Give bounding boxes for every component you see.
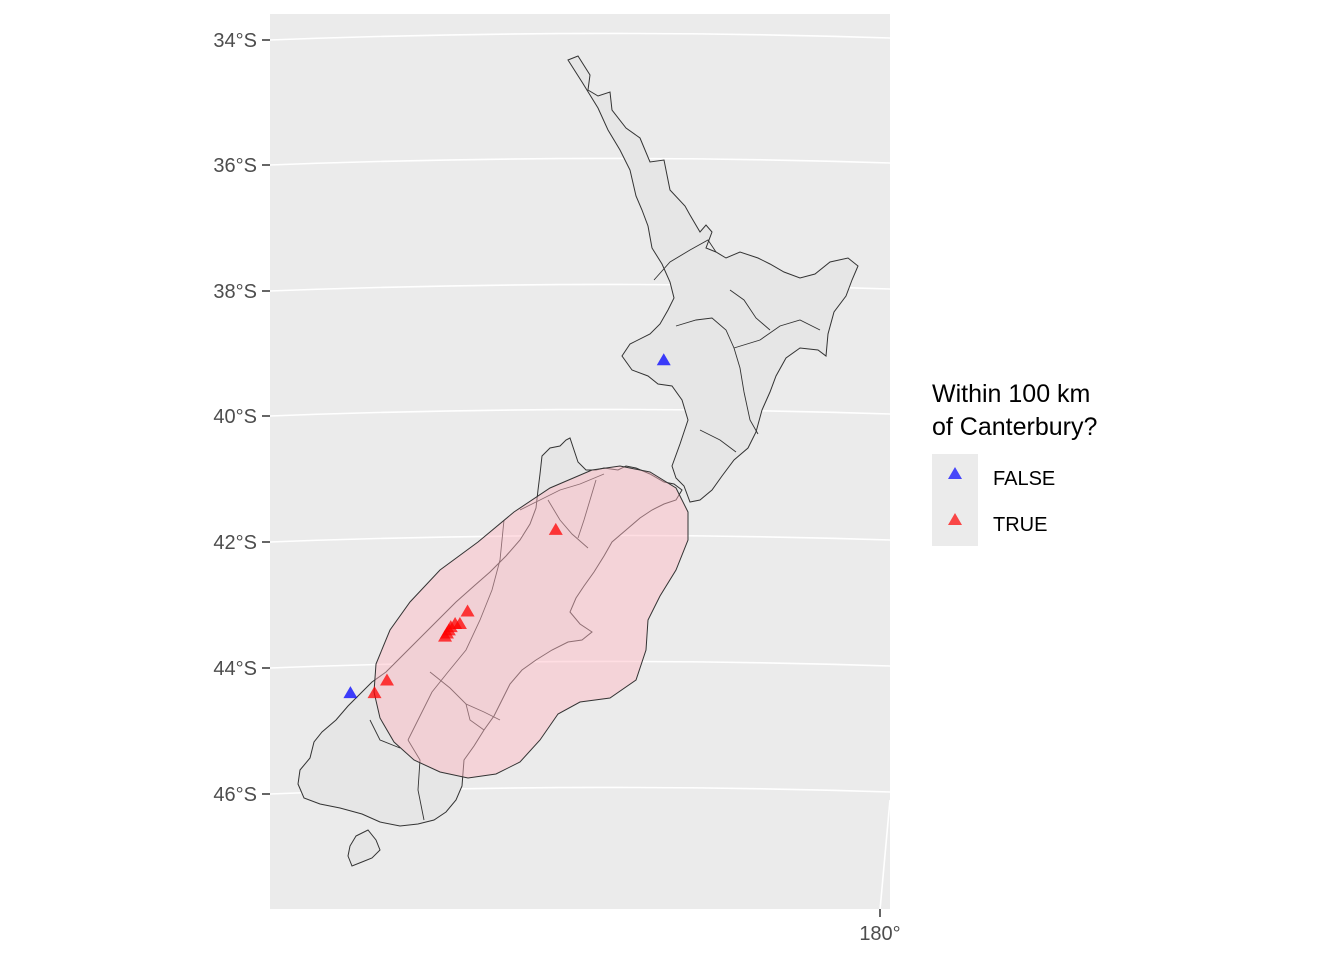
legend-title-line2: of Canterbury?: [932, 413, 1097, 441]
gridline-40s: [269, 408, 891, 417]
canterbury-buffer-zone: [373, 465, 689, 779]
y-tick-label: 38°S: [213, 281, 257, 303]
points-true-layer: [367, 522, 563, 699]
point-marker-true: [548, 522, 563, 535]
point-marker-true: [367, 686, 382, 699]
point-marker-false: [343, 686, 358, 699]
boundary-south-7: [407, 739, 425, 821]
x-tick-label: 180°: [859, 923, 900, 945]
y-tick-44s: 44°S: [213, 658, 270, 680]
y-tick-36s: 36°S: [213, 155, 270, 177]
legend-item-true: TRUE: [948, 513, 1047, 536]
legend-key-true-triangle: [948, 513, 962, 525]
y-tick-label: 46°S: [213, 784, 257, 806]
boundary-south-8: [369, 719, 401, 749]
boundary-south-1: [519, 473, 605, 511]
legend-label-false: FALSE: [993, 468, 1055, 490]
y-tick-label: 36°S: [213, 155, 257, 177]
y-tick-42s: 42°S: [213, 532, 270, 554]
gridline-36s: [269, 157, 891, 166]
y-tick-label: 44°S: [213, 658, 257, 680]
points-false-layer: [343, 353, 671, 699]
boundary-south-3: [577, 479, 597, 539]
boundary-north-1: [653, 239, 717, 281]
boundary-south-4: [407, 519, 505, 741]
point-marker-true: [379, 673, 394, 686]
y-tick-label: 40°S: [213, 406, 257, 428]
y-tick-label: 42°S: [213, 532, 257, 554]
gridline-180: [879, 799, 891, 911]
gridline-44s: [269, 660, 891, 669]
legend-label-true: TRUE: [993, 514, 1047, 536]
region-boundaries: [369, 239, 821, 821]
y-tick-34s: 34°S: [213, 30, 270, 52]
legend: Within 100 km of Canterbury? FALSE TRUE: [932, 380, 1097, 546]
boundary-south-2: [547, 499, 589, 549]
boundary-north-4: [729, 289, 771, 331]
x-axis: 180°: [859, 909, 901, 945]
y-tick-46s: 46°S: [213, 784, 270, 806]
point-marker-true: [460, 604, 475, 617]
legend-key-false-triangle: [948, 467, 962, 479]
graticule-lines: [269, 32, 891, 911]
boundary-north-5: [699, 429, 737, 453]
stewart-island: [347, 829, 381, 867]
point-marker-false: [656, 353, 671, 366]
y-tick-38s: 38°S: [213, 281, 270, 303]
gridline-34s: [269, 32, 891, 41]
y-tick-40s: 40°S: [213, 406, 270, 428]
legend-item-false: FALSE: [948, 467, 1055, 490]
point-marker-true: [438, 629, 453, 642]
legend-title-line1: Within 100 km: [932, 380, 1090, 408]
y-tick-label: 34°S: [213, 30, 257, 52]
boundary-south-6: [465, 703, 485, 731]
boundary-north-3: [733, 319, 821, 349]
y-axis: 34°S 36°S 38°S 40°S 42°S 44°S 46°S: [213, 30, 270, 806]
north-island: [567, 55, 859, 503]
